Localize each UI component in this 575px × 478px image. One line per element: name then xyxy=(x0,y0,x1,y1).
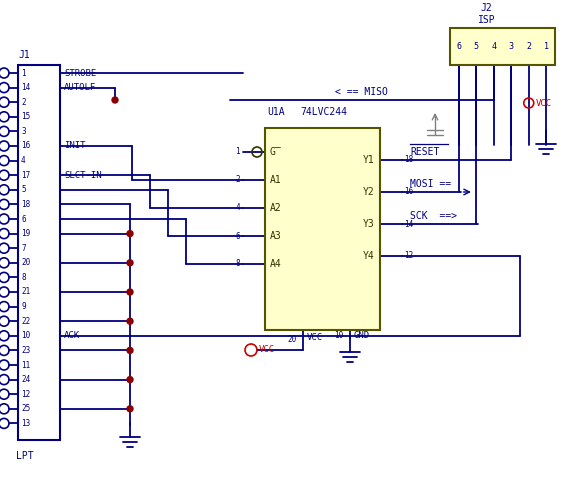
Text: A4: A4 xyxy=(270,259,282,269)
Text: 13: 13 xyxy=(21,419,30,428)
Text: 18: 18 xyxy=(404,155,413,164)
Circle shape xyxy=(127,289,133,295)
Text: 15: 15 xyxy=(21,112,30,121)
Text: Y4: Y4 xyxy=(363,251,375,261)
Circle shape xyxy=(127,348,133,353)
Text: Y2: Y2 xyxy=(363,187,375,197)
Text: 11: 11 xyxy=(21,360,30,369)
Text: U1A: U1A xyxy=(267,107,285,117)
Bar xyxy=(265,128,380,330)
Circle shape xyxy=(112,97,118,103)
Text: 2: 2 xyxy=(21,98,26,107)
Text: 6: 6 xyxy=(235,231,240,240)
Circle shape xyxy=(127,318,133,324)
Text: AUTOLF: AUTOLF xyxy=(64,83,96,92)
Text: 22: 22 xyxy=(21,317,30,326)
Text: VCC: VCC xyxy=(259,346,275,355)
Text: Y1: Y1 xyxy=(363,155,375,165)
Text: 5: 5 xyxy=(21,185,26,194)
Text: 8: 8 xyxy=(21,273,26,282)
Text: Y3: Y3 xyxy=(363,219,375,229)
Text: A1: A1 xyxy=(270,175,282,185)
Text: 5: 5 xyxy=(474,42,479,51)
Text: 12: 12 xyxy=(404,251,413,261)
Text: 6: 6 xyxy=(456,42,461,51)
Text: 1: 1 xyxy=(235,148,240,156)
Text: 17: 17 xyxy=(21,171,30,180)
Text: LPT: LPT xyxy=(16,451,33,461)
Text: SCK  ==>: SCK ==> xyxy=(410,211,457,221)
Circle shape xyxy=(127,230,133,237)
Circle shape xyxy=(127,406,133,412)
Text: SLCT-IN: SLCT-IN xyxy=(64,171,102,180)
Circle shape xyxy=(127,260,133,266)
Text: ACK: ACK xyxy=(64,331,80,340)
Text: 20: 20 xyxy=(21,258,30,267)
Text: 23: 23 xyxy=(21,346,30,355)
Text: < == MISO: < == MISO xyxy=(335,87,388,97)
Text: GND: GND xyxy=(354,332,370,340)
Text: 3: 3 xyxy=(21,127,26,136)
Text: 8: 8 xyxy=(235,260,240,269)
Text: INIT: INIT xyxy=(64,141,86,151)
Text: 16: 16 xyxy=(21,141,30,151)
Bar xyxy=(450,28,555,65)
Text: 12: 12 xyxy=(21,390,30,399)
Text: STROBE: STROBE xyxy=(64,68,96,77)
Text: 14: 14 xyxy=(404,219,413,228)
Text: 1: 1 xyxy=(21,68,26,77)
Text: 25: 25 xyxy=(21,404,30,413)
Text: 6: 6 xyxy=(21,215,26,224)
Text: A2: A2 xyxy=(270,203,282,213)
Text: 74LVC244: 74LVC244 xyxy=(300,107,347,117)
Text: G̅: G̅ xyxy=(270,147,282,157)
Text: 21: 21 xyxy=(21,287,30,296)
Text: 19: 19 xyxy=(21,229,30,238)
Text: 10: 10 xyxy=(21,331,30,340)
Text: 24: 24 xyxy=(21,375,30,384)
Text: ISP: ISP xyxy=(478,15,496,25)
Text: RESET: RESET xyxy=(410,147,439,157)
Text: 18: 18 xyxy=(21,200,30,209)
Text: A3: A3 xyxy=(270,231,282,241)
Text: 4: 4 xyxy=(21,156,26,165)
Text: 20: 20 xyxy=(287,336,296,345)
Text: 2: 2 xyxy=(235,175,240,185)
Text: VCC: VCC xyxy=(307,334,323,343)
Text: 4: 4 xyxy=(491,42,496,51)
Bar xyxy=(18,65,60,440)
Text: 2: 2 xyxy=(526,42,531,51)
Text: J1: J1 xyxy=(18,50,30,60)
Text: 10: 10 xyxy=(334,332,343,340)
Text: 3: 3 xyxy=(509,42,513,51)
Text: 1: 1 xyxy=(544,42,549,51)
Text: 16: 16 xyxy=(404,187,413,196)
Text: VCC: VCC xyxy=(536,98,552,108)
Text: MOSI ==: MOSI == xyxy=(410,179,451,189)
Text: J2: J2 xyxy=(480,3,492,13)
Circle shape xyxy=(127,377,133,382)
Text: 14: 14 xyxy=(21,83,30,92)
Text: 7: 7 xyxy=(21,244,26,253)
Text: 4: 4 xyxy=(235,204,240,213)
Text: 9: 9 xyxy=(21,302,26,311)
